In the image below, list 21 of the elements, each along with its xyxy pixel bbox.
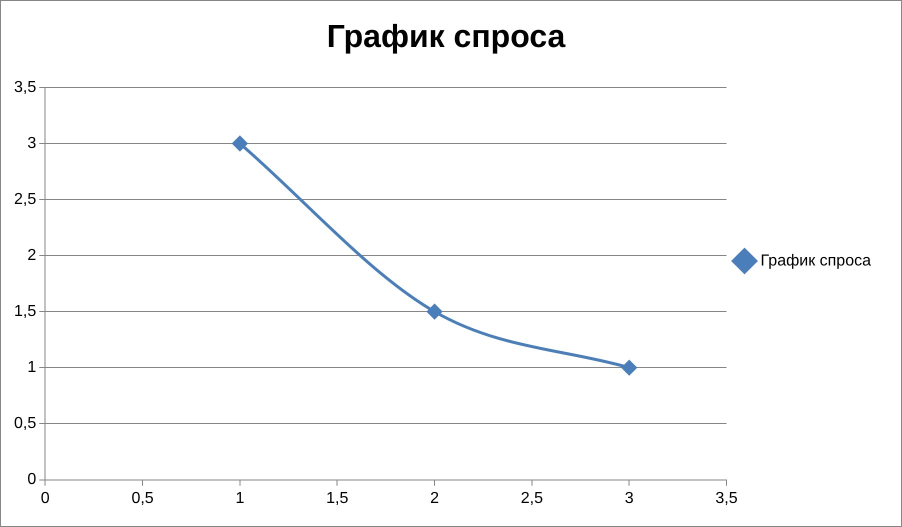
y-tick-label: 3,5 (14, 78, 36, 96)
x-tick-label: 1 (235, 490, 244, 507)
x-tick-label: 2 (430, 490, 440, 507)
y-tick-label: 2 (27, 246, 36, 264)
x-tick-label: 2,5 (520, 490, 544, 507)
y-tick-label: 2,5 (14, 190, 36, 208)
y-tick-label: 0 (27, 471, 36, 488)
point (622, 360, 637, 376)
x-tick-label: 3,5 (715, 490, 738, 507)
legend-label: График спроса (760, 252, 872, 270)
x-tick-label: 0 (40, 490, 50, 507)
y-tick-label: 0,5 (14, 415, 36, 432)
point (232, 136, 248, 151)
y-tick-label: 1,5 (14, 303, 36, 320)
x-tick-label: 1,5 (326, 490, 348, 507)
y-tick-label: 1 (27, 359, 36, 376)
y-tick-label: 3 (27, 134, 36, 152)
chart-title: График спроса (326, 18, 566, 54)
x-tick-label: 0,5 (131, 490, 154, 507)
x-tick-label: 3 (624, 490, 634, 507)
point (427, 304, 442, 320)
